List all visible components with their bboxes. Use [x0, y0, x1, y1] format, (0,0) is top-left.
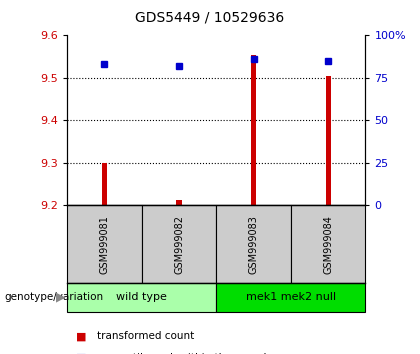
- Bar: [326, 76, 331, 205]
- Bar: [176, 200, 181, 205]
- Bar: [216, 283, 365, 312]
- Text: genotype/variation: genotype/variation: [4, 292, 103, 302]
- Bar: [142, 205, 216, 283]
- Bar: [67, 205, 142, 283]
- Bar: [251, 55, 256, 205]
- Bar: [67, 283, 216, 312]
- Text: ■: ■: [76, 353, 86, 354]
- Text: GSM999082: GSM999082: [174, 215, 184, 274]
- Bar: [216, 205, 291, 283]
- Text: transformed count: transformed count: [97, 331, 194, 341]
- Text: GSM999083: GSM999083: [249, 215, 259, 274]
- Bar: [291, 205, 365, 283]
- Text: wild type: wild type: [116, 292, 167, 302]
- Text: ▶: ▶: [55, 291, 65, 304]
- Text: GSM999081: GSM999081: [100, 215, 110, 274]
- Text: GDS5449 / 10529636: GDS5449 / 10529636: [135, 11, 285, 25]
- Bar: [102, 163, 107, 205]
- Text: mek1 mek2 null: mek1 mek2 null: [246, 292, 336, 302]
- Text: percentile rank within the sample: percentile rank within the sample: [97, 353, 273, 354]
- Text: ■: ■: [76, 331, 86, 341]
- Text: GSM999084: GSM999084: [323, 215, 333, 274]
